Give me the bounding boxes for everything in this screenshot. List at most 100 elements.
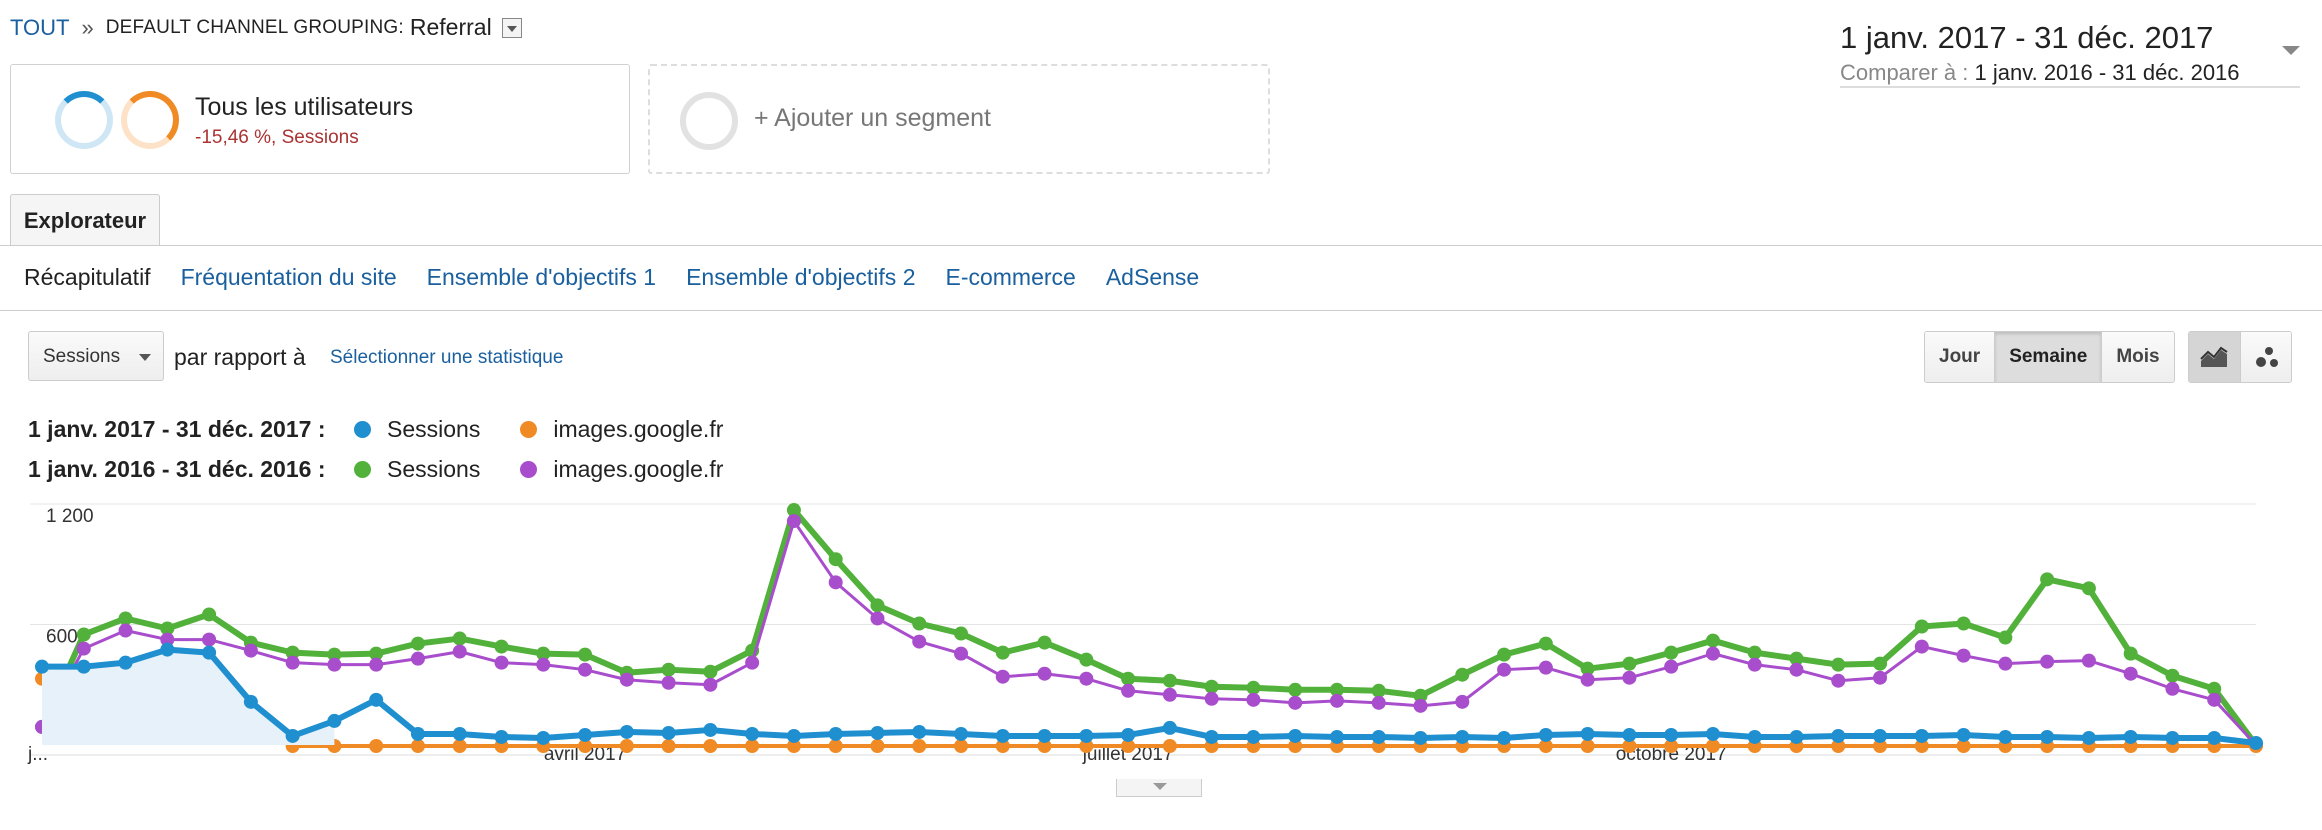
data-point [870, 725, 885, 740]
period-month-button[interactable]: Mois [2102, 332, 2174, 382]
chevron-down-icon[interactable] [2282, 46, 2300, 55]
period-week-button[interactable]: Semaine [1995, 332, 2103, 382]
data-point [1747, 657, 1762, 672]
data-point [912, 724, 927, 739]
data-point [703, 677, 718, 692]
select-statistic-link[interactable]: Sélectionner une statistique [330, 347, 564, 368]
subnav-summary[interactable]: Récapitulatif [24, 264, 151, 290]
data-point [327, 713, 342, 728]
data-point [2081, 730, 2096, 745]
data-point [1914, 728, 1929, 743]
data-point [2081, 653, 2096, 668]
data-point [1580, 672, 1595, 687]
compare-value: 1 janv. 2016 - 31 déc. 2016 [1974, 60, 2240, 85]
data-point [1705, 633, 1720, 648]
data-point [536, 657, 551, 672]
segment-all-users[interactable]: Tous les utilisateurs -15,46 %, Sessions [10, 64, 630, 174]
data-point [1956, 727, 1971, 742]
data-point [1037, 635, 1052, 650]
collapse-chart-handle[interactable] [1116, 779, 1202, 797]
data-point [995, 645, 1010, 660]
data-point [1622, 739, 1637, 754]
breadcrumb: TOUT » DEFAULT CHANNEL GROUPING: Referra… [10, 14, 522, 41]
data-point [912, 634, 927, 649]
data-point [1162, 687, 1177, 702]
data-point [1329, 682, 1344, 697]
data-point [369, 646, 384, 661]
add-segment-button[interactable]: + Ajouter un segment [648, 64, 1270, 174]
period-toggle: Jour Semaine Mois [1924, 331, 2175, 383]
data-point [285, 645, 300, 660]
sessions-line-chart: 1 200 600 j... avril 2017 juillet 2017 octobr… [27, 503, 2263, 765]
data-point [786, 739, 801, 754]
breadcrumb-root-link[interactable]: TOUT [10, 14, 70, 40]
data-point [870, 598, 885, 613]
data-point [410, 739, 425, 754]
data-point [1998, 729, 2013, 744]
data-point [452, 644, 467, 659]
data-point [1831, 739, 1846, 754]
data-point [786, 728, 801, 743]
data-point [1246, 680, 1261, 695]
data-point [160, 621, 175, 636]
data-point [1121, 727, 1136, 742]
legend-range: 1 janv. 2017 - 31 déc. 2017 : [28, 416, 326, 442]
data-point [1705, 739, 1720, 754]
data-point [243, 694, 258, 709]
tab-explorer[interactable]: Explorateur [10, 194, 160, 246]
data-point [2165, 730, 2180, 745]
data-point [1664, 659, 1679, 674]
subnav-site-usage[interactable]: Fréquentation du site [180, 264, 397, 290]
data-point [1998, 630, 2013, 645]
data-point [1622, 670, 1637, 685]
data-point [369, 657, 384, 672]
versus-label: par rapport à [174, 344, 306, 370]
data-point [160, 632, 175, 647]
data-point [1455, 729, 1470, 744]
data-point [619, 739, 634, 754]
subnav-goals-1[interactable]: Ensemble d'objectifs 1 [426, 264, 657, 290]
data-point [1497, 730, 1512, 745]
data-point [1204, 691, 1219, 706]
data-point [1831, 657, 1846, 672]
legend-dot [354, 421, 371, 438]
data-point [1037, 666, 1052, 681]
line-chart-icon[interactable] [2189, 332, 2241, 382]
data-point [369, 692, 384, 707]
subnav-goals-2[interactable]: Ensemble d'objectifs 2 [686, 264, 916, 290]
data-point [1789, 729, 1804, 744]
caret-down-icon [139, 354, 151, 361]
metric-select[interactable]: Sessions [28, 331, 164, 381]
motion-chart-icon[interactable] [2240, 332, 2291, 382]
data-point [870, 739, 885, 754]
data-point [2040, 729, 2055, 744]
data-point [1162, 673, 1177, 688]
legend-label: images.google.fr [553, 456, 724, 482]
data-point [410, 726, 425, 741]
subnav: Récapitulatif Fréquentation du site Ense… [24, 264, 1229, 291]
data-point [1037, 728, 1052, 743]
data-point [410, 636, 425, 651]
data-point [1329, 729, 1344, 744]
data-point [1413, 730, 1428, 745]
period-day-button[interactable]: Jour [1925, 332, 1996, 382]
data-point [1956, 739, 1971, 754]
data-point [1622, 656, 1637, 671]
data-point [661, 675, 676, 690]
data-point [118, 623, 133, 638]
data-point [745, 655, 760, 670]
data-point [1664, 727, 1679, 742]
data-point [1622, 727, 1637, 742]
data-point [1789, 651, 1804, 666]
date-range-picker[interactable]: 1 janv. 2017 - 31 déc. 2017 Comparer à :… [1840, 20, 2300, 88]
data-point [954, 646, 969, 661]
data-point [786, 514, 801, 529]
data-point [1079, 739, 1094, 754]
data-point [619, 724, 634, 739]
breadcrumb-dropdown-icon[interactable] [501, 17, 522, 38]
subnav-adsense[interactable]: AdSense [1105, 264, 1200, 290]
subnav-ecommerce[interactable]: E-commerce [945, 264, 1076, 290]
legend-item: Sessions [350, 416, 480, 443]
data-point [786, 503, 801, 518]
tab-divider [0, 245, 2322, 246]
